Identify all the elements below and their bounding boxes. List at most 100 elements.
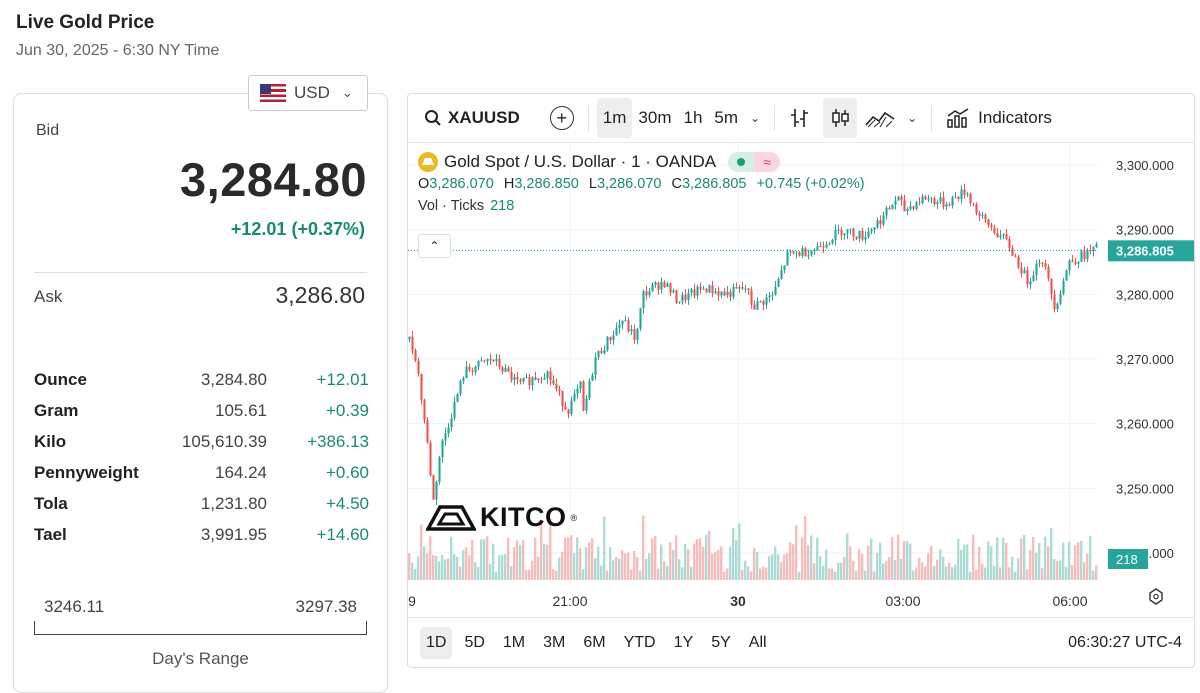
candle-body — [435, 481, 438, 500]
volume-bar — [1011, 556, 1014, 580]
indicators-icon — [947, 108, 969, 128]
volume-bar — [891, 536, 894, 580]
volume-bar — [552, 569, 555, 580]
candle-body — [483, 360, 486, 362]
candle-body — [1041, 262, 1044, 264]
range-1y[interactable]: 1Y — [673, 633, 694, 651]
volume-bar — [585, 547, 588, 580]
candle-body — [942, 197, 945, 207]
range-all[interactable]: All — [748, 633, 767, 651]
volume-bar — [849, 546, 852, 580]
market-status-pill[interactable]: ≈ — [728, 152, 781, 172]
interval-5m[interactable]: 5m — [714, 108, 739, 127]
candle-body — [987, 219, 990, 226]
candle-body — [918, 202, 921, 204]
volume-bar — [504, 554, 507, 580]
volume-bar — [693, 543, 696, 580]
settings-icon[interactable] — [1149, 588, 1163, 605]
volume-bar — [1008, 567, 1011, 580]
indicators-button[interactable]: Indicators — [940, 98, 1058, 138]
price-chart[interactable]: 3,300.000 3,290.000 3,280.000 3,270.000 3,26… — [408, 144, 1195, 619]
volume-bar — [615, 556, 618, 580]
candle-body — [477, 360, 480, 367]
volume-bar — [672, 549, 675, 580]
volume-bar — [1041, 568, 1044, 580]
volume-bar — [786, 553, 789, 580]
symbol-search[interactable]: XAUUSD — [418, 98, 526, 138]
range-6m[interactable]: 6M — [583, 633, 606, 651]
volume-bar — [555, 570, 558, 580]
area-chart-icon — [865, 111, 895, 128]
volume-bar — [576, 537, 579, 580]
unit-change: +12.01 — [316, 369, 369, 389]
volume-bar — [789, 542, 792, 580]
currency-value: USD — [294, 83, 330, 102]
range-1d[interactable]: 1D — [420, 626, 453, 659]
interval-1m[interactable]: 1m — [596, 98, 633, 138]
interval-30m[interactable]: 30m — [638, 108, 672, 127]
range-5y[interactable]: 5Y — [711, 633, 731, 651]
range-1m[interactable]: 1M — [502, 633, 526, 651]
candle-body — [732, 286, 735, 297]
range-ytd[interactable]: YTD — [623, 633, 656, 651]
candle-body — [537, 378, 540, 381]
compare-button[interactable]: + — [544, 98, 580, 138]
candle-body — [1044, 263, 1047, 267]
range-3m[interactable]: 3M — [543, 633, 566, 651]
candle-body — [474, 366, 477, 372]
bar-chart-type-button[interactable] — [783, 98, 817, 138]
volume-bar — [606, 570, 609, 580]
page-date: Jun 30, 2025 - 6:30 NY Time — [16, 42, 220, 59]
candle-chart-type-button[interactable] — [823, 98, 858, 138]
interval-dropdown[interactable]: ⌄ — [744, 98, 766, 138]
candle-body — [468, 366, 471, 371]
bid-label: Bid — [36, 122, 60, 139]
collapse-legend-button[interactable]: ⌃ — [418, 234, 451, 258]
y-tick-label: 3,280.000 — [1116, 287, 1174, 302]
candle-body — [516, 376, 519, 380]
volume-bar — [705, 534, 708, 580]
candle-body — [846, 229, 849, 234]
volume-bar — [903, 541, 906, 580]
chart-legend: Gold Spot / U.S. Dollar · 1 · OANDA ≈ O3… — [418, 152, 865, 214]
candle-body — [870, 229, 873, 232]
volume-bar — [774, 546, 777, 580]
interval-1h[interactable]: 1h — [683, 108, 703, 127]
candle-body — [720, 291, 723, 296]
volume-bar — [639, 570, 642, 580]
unit-change: +4.50 — [325, 493, 369, 513]
area-chart-type-button[interactable] — [859, 98, 901, 138]
candle-body — [588, 380, 591, 399]
candle-body — [663, 281, 666, 288]
last-price-tag — [1108, 240, 1194, 262]
candle-body — [504, 367, 507, 372]
chart-type-dropdown[interactable]: ⌄ — [901, 98, 923, 138]
volume-bar — [408, 553, 411, 580]
volume-bar — [534, 537, 537, 580]
y-tick-label: 3,260.000 — [1116, 417, 1174, 432]
x-tick-label: 9 — [408, 593, 416, 609]
candle-body — [417, 360, 420, 374]
range-5d[interactable]: 5D — [464, 633, 485, 651]
unit-name: Pennyweight — [34, 462, 139, 482]
unit-row: Gram 105.61 +0.39 — [34, 395, 369, 426]
volume-bar — [627, 552, 630, 580]
candle-body — [747, 288, 750, 291]
chevron-down-icon: ⌄ — [341, 85, 353, 100]
quote-panel: Bid 3,284.80 +12.01 (+0.37%) Ask 3,286.8… — [13, 93, 388, 693]
currency-select[interactable]: USD ⌄ — [248, 75, 368, 111]
volume-bar — [501, 554, 504, 580]
candle-body — [552, 380, 555, 384]
unit-name: Gram — [34, 400, 79, 420]
volume-bar — [1056, 560, 1059, 580]
volume-bar — [975, 569, 978, 580]
candle-body — [843, 233, 846, 236]
candle-body — [1035, 263, 1038, 276]
bid-change: +12.01 (+0.37%) — [230, 219, 365, 239]
candle-body — [786, 251, 789, 266]
candle-body — [615, 328, 618, 336]
candle-body — [939, 197, 942, 202]
candle-body — [462, 378, 465, 381]
volume-bar — [414, 569, 417, 580]
volume-bar — [465, 547, 468, 580]
